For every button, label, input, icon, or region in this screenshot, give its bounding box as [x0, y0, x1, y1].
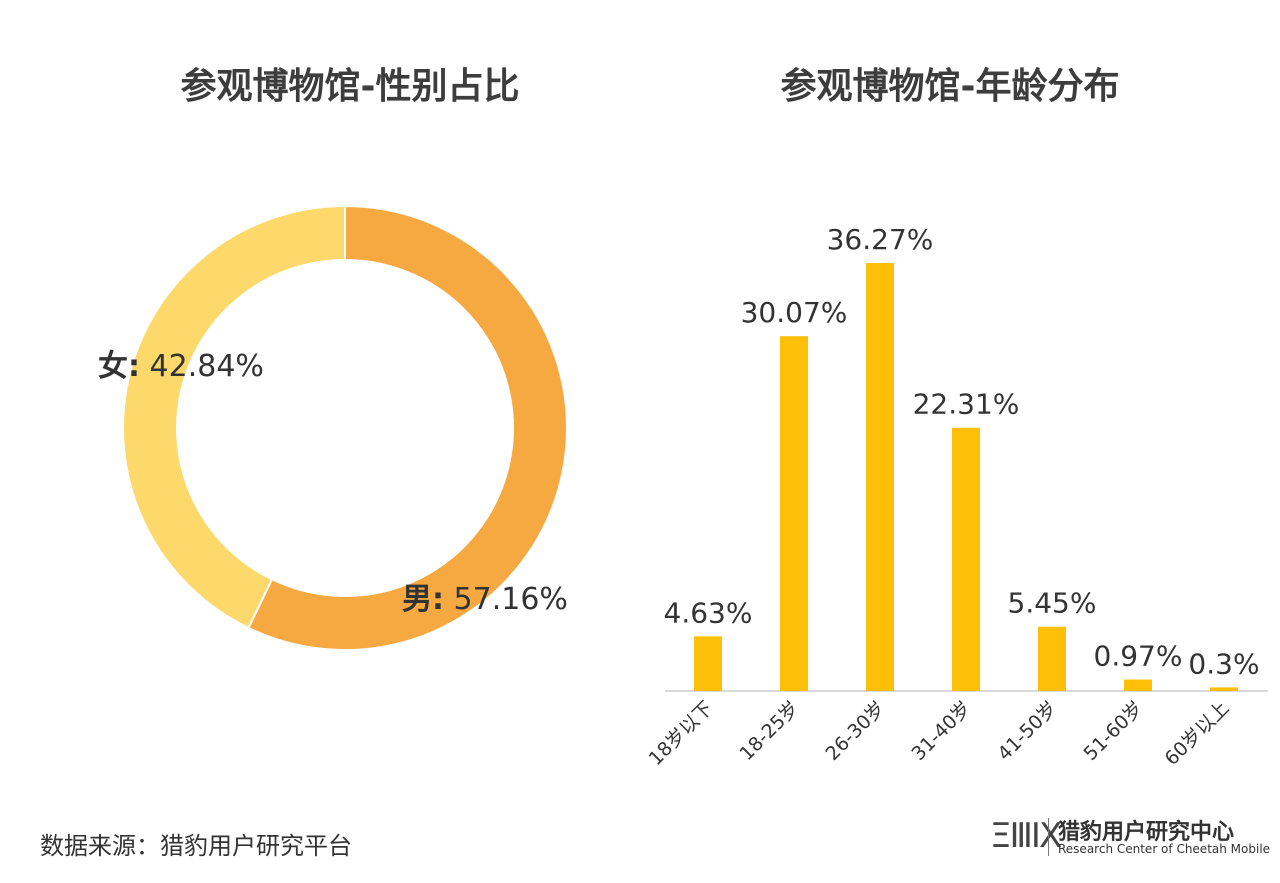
bar-1 — [780, 336, 808, 691]
data-source-label: 数据来源：猎豹用户研究平台 — [40, 832, 352, 860]
bar-value-label-0: 4.63% — [664, 596, 753, 629]
bar-2 — [866, 263, 894, 691]
bar-category-label-3: 31-40岁 — [907, 697, 975, 765]
bar-value-label-2: 36.27% — [827, 223, 934, 256]
bar-category-label-1: 18-25岁 — [735, 697, 803, 765]
bar-0 — [694, 636, 722, 691]
bar-category-label-4: 41-50岁 — [993, 697, 1061, 765]
age-chart-title: 参观博物馆-年龄分布 — [780, 66, 1120, 107]
donut-slice-male — [247, 204, 568, 651]
donut-label-male: 男: 57.16% — [402, 582, 568, 617]
logo-divider — [1048, 818, 1049, 856]
logo-chinese-text: 猎豹用户研究中心 — [1058, 820, 1235, 845]
bar-category-label-5: 51-60岁 — [1079, 697, 1147, 765]
logo-english-text: Research Center of Cheetah Mobile — [1058, 842, 1271, 856]
gender-chart-title: 参观博物馆-性别占比 — [180, 66, 520, 107]
bar-category-label-2: 26-30岁 — [821, 697, 889, 765]
bar-category-label-0: 18岁以下 — [645, 697, 718, 770]
bar-value-label-6: 0.3% — [1188, 647, 1259, 680]
gender-donut-chart: 男: 57.16% 女: 42.84% — [98, 204, 568, 651]
bar-3 — [952, 427, 980, 691]
bar-value-label-5: 0.97% — [1094, 640, 1183, 673]
bar-value-label-3: 22.31% — [913, 388, 1020, 421]
donut-label-female: 女: 42.84% — [98, 349, 264, 384]
bar-value-label-1: 30.07% — [741, 296, 848, 329]
logo-mark-icon: ΞⅢΙΧ — [990, 816, 1062, 856]
donut-slice-female — [122, 204, 346, 630]
bar-value-label-4: 5.45% — [1008, 587, 1097, 620]
age-bar-chart: 4.63% 18岁以下 30.07% 18-25岁 36.27% 26-30岁 22.31%… — [645, 223, 1268, 770]
bar-4 — [1038, 626, 1066, 691]
bar-category-label-6: 60岁以上 — [1161, 697, 1234, 770]
bar-6 — [1210, 687, 1238, 691]
cheetah-research-logo: ΞⅢΙΧ 猎豹用户研究中心 Research Center of Cheetah… — [990, 812, 1270, 862]
bar-5 — [1124, 679, 1152, 691]
